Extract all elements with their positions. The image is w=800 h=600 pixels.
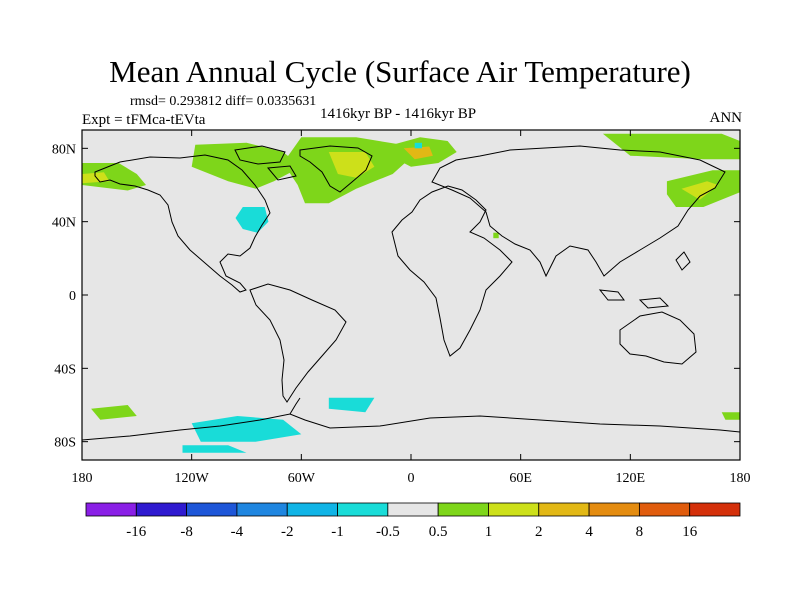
region-us-east-cool xyxy=(235,207,269,233)
colorbar-swatch xyxy=(588,502,640,517)
lon-label: 180 xyxy=(730,471,751,486)
colorbar: -16 -8 -4 -2 -1 -0.5 0.5 1 2 4 8 16 xyxy=(85,502,741,540)
colorbar-label: -2 xyxy=(281,524,294,540)
lat-label: 80S xyxy=(54,436,76,451)
season-label: ANN xyxy=(709,110,743,126)
colorbar-swatch xyxy=(689,502,741,517)
experiment-label: Expt = tFMca-tEVta xyxy=(82,112,206,128)
lon-label: 180 xyxy=(72,471,93,486)
colorbar-swatch xyxy=(135,502,188,517)
lat-label: 40N xyxy=(52,216,76,231)
coast-greenland xyxy=(299,145,373,193)
longitude-axis: 180 120W 60W 0 60E 120E 180 xyxy=(72,130,751,486)
region-canada-arctic-warm xyxy=(191,142,302,189)
region-south-pacific-warm xyxy=(91,405,137,420)
coastlines xyxy=(82,145,740,441)
colorbar-label: 0.5 xyxy=(429,524,448,540)
colorbar-label: -0.5 xyxy=(376,524,400,540)
lat-label: 80N xyxy=(52,142,76,157)
colorbar-swatch xyxy=(236,502,288,517)
region-alaska-warm xyxy=(82,163,146,191)
chart-title: Mean Annual Cycle (Surface Air Temperatu… xyxy=(109,54,691,89)
colorbar-swatch xyxy=(186,502,238,517)
region-alaska-core xyxy=(82,172,110,184)
stats-text: rmsd= 0.293812 diff= 0.0335631 xyxy=(130,94,317,109)
colorbar-label: 8 xyxy=(636,524,644,540)
colorbar-swatch xyxy=(538,502,590,517)
lon-label: 60E xyxy=(509,471,532,486)
colorbar-swatch xyxy=(387,502,439,517)
lat-label: 0 xyxy=(69,289,76,304)
colorbar-swatch xyxy=(488,502,540,517)
lon-label: 60W xyxy=(288,471,316,486)
colorbar-label: -4 xyxy=(231,524,244,540)
coast-islands xyxy=(598,251,691,309)
map-background xyxy=(82,130,740,460)
colorbar-label: -16 xyxy=(126,524,146,540)
region-siberia-arctic-warm xyxy=(602,133,740,160)
anomaly-regions xyxy=(82,133,740,453)
period-text: 1416kyr BP - 1416kyr BP xyxy=(320,106,477,122)
region-southern-ocean-cool-1 xyxy=(191,416,302,442)
coast-eurasia xyxy=(431,145,726,278)
colorbar-swatch xyxy=(437,502,489,517)
region-caspian-warm xyxy=(493,232,499,239)
region-kamchatka-core xyxy=(681,181,719,200)
region-barents-core xyxy=(403,146,433,160)
colorbar-label: -8 xyxy=(180,524,193,540)
lon-label: 120E xyxy=(616,471,646,486)
region-ross-cool xyxy=(182,445,247,453)
coast-arctic-islands xyxy=(234,145,297,181)
colorbar-label: 16 xyxy=(682,524,698,540)
coast-antarctic-peninsula xyxy=(289,397,301,415)
region-weddell-cool xyxy=(328,397,375,413)
latitude-axis: 80N 40N 0 40S 80S xyxy=(52,142,740,451)
coast-antarctica xyxy=(82,413,740,441)
coast-europe-africa xyxy=(391,185,513,357)
lon-label: 120W xyxy=(175,471,210,486)
colorbar-swatch xyxy=(286,502,338,517)
colorbar-label: 1 xyxy=(485,524,493,540)
lon-label: 0 xyxy=(408,471,415,486)
coast-australia xyxy=(619,311,697,365)
region-svalbard-cool xyxy=(414,142,422,149)
colorbar-swatch xyxy=(85,502,137,517)
lat-label: 40S xyxy=(54,362,76,377)
colorbar-label: -1 xyxy=(331,524,344,540)
colorbar-swatch xyxy=(638,502,691,517)
region-indian-warm xyxy=(721,412,740,420)
coast-south-america xyxy=(249,283,347,403)
colorbar-label: 2 xyxy=(535,524,543,540)
region-greenland-core xyxy=(328,152,375,178)
colorbar-label: 4 xyxy=(585,524,593,540)
colorbar-swatch xyxy=(337,502,389,517)
coast-north-america xyxy=(94,154,271,293)
